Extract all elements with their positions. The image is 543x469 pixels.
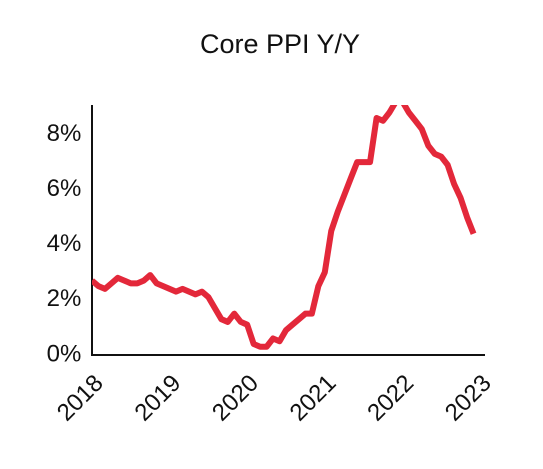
chart-title: Core PPI Y/Y bbox=[200, 29, 360, 59]
x-tick-label: 2023 bbox=[440, 370, 497, 427]
x-tick-label: 2021 bbox=[285, 370, 342, 427]
x-tick-label: 2018 bbox=[52, 370, 109, 427]
y-tick-label: 8% bbox=[47, 120, 82, 147]
x-tick-label: 2022 bbox=[362, 370, 419, 427]
data-line bbox=[92, 105, 477, 350]
y-tick-label: 0% bbox=[47, 340, 82, 367]
y-tick-label: 6% bbox=[47, 175, 82, 202]
x-tick-label: 2019 bbox=[129, 370, 186, 427]
y-tick-label: 2% bbox=[47, 285, 82, 312]
x-tick-label: 2020 bbox=[207, 370, 264, 427]
y-tick-label: 4% bbox=[47, 230, 82, 257]
